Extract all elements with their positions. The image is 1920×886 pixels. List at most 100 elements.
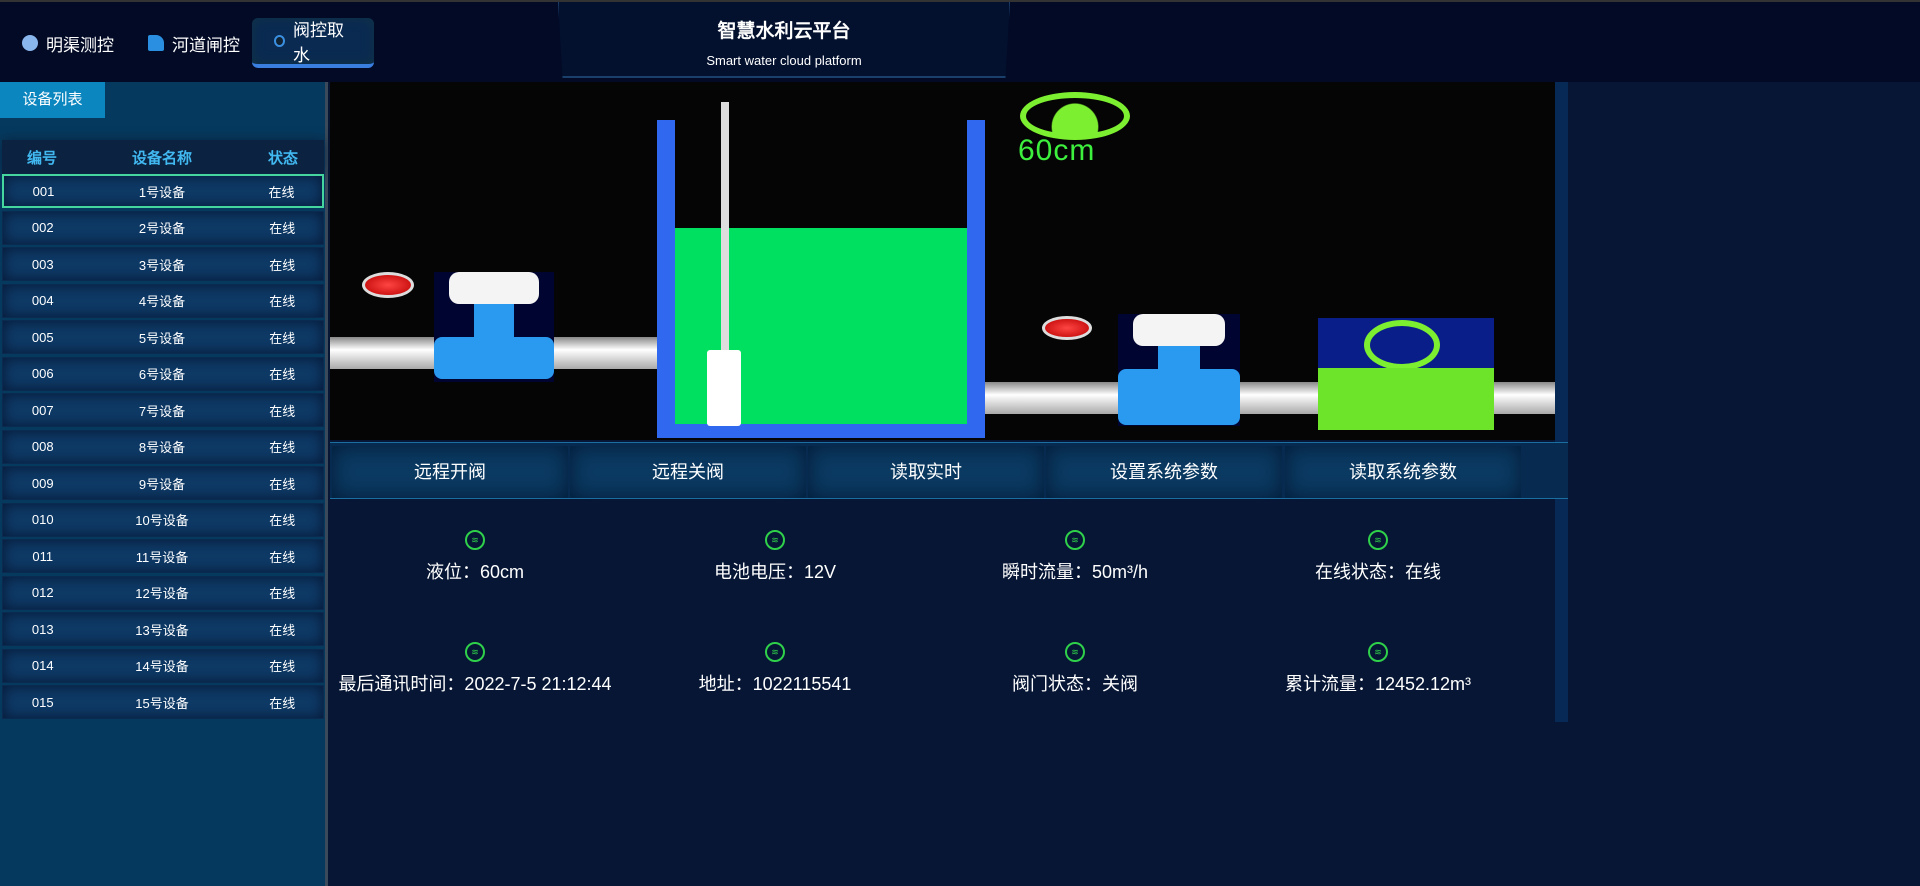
device-row[interactable]: 011 11号设备 在线 (2, 539, 324, 573)
device-row[interactable]: 005 5号设备 在线 (2, 320, 324, 354)
water-level-icon: ≋ (465, 642, 485, 662)
nav-river[interactable]: 河道闸控 (126, 18, 262, 68)
device-id: 002 (31, 220, 54, 235)
nav-label: 阀控取水 (292, 21, 344, 65)
device-status: 在线 (269, 257, 296, 273)
water-level-icon: ≋ (465, 530, 485, 550)
status-item: ≋ 瞬时流量：50m³/h (925, 530, 1225, 584)
device-id: 008 (31, 439, 54, 454)
device-status: 在线 (269, 476, 296, 492)
device-status: 在线 (269, 367, 296, 382)
device-id: 013 (31, 621, 54, 637)
scrollbar[interactable] (1555, 82, 1568, 722)
device-status: 在线 (269, 695, 296, 711)
status-text: 最后通讯时间：2022-7-5 21:12:44 (338, 674, 612, 694)
device-name: 2号设备 (138, 221, 186, 236)
device-row[interactable]: 008 8号设备 在线 (2, 429, 324, 464)
nav-label: 明渠测控 (46, 35, 114, 55)
tab-device-list[interactable]: 设备列表 (0, 82, 105, 118)
device-row[interactable]: 001 1号设备 在线 (2, 174, 324, 208)
device-name: 10号设备 (135, 513, 189, 528)
device-row[interactable]: 010 10号设备 在线 (2, 502, 324, 537)
device-status: 在线 (269, 440, 296, 455)
table-header: 编号 设备名称 状态 (2, 140, 324, 174)
water-level-icon: ≋ (1368, 642, 1388, 662)
read-realtime-button[interactable]: 读取实时 (808, 446, 1044, 498)
water-level-icon: ≋ (765, 642, 785, 662)
valve-icon (274, 35, 285, 47)
device-id: 015 (31, 694, 54, 710)
device-name: 1号设备 (138, 184, 186, 200)
indicator-light-right (1042, 316, 1092, 340)
device-id: 003 (31, 256, 54, 272)
page-subtitle: Smart water cloud platform (706, 53, 862, 68)
valve-right (1118, 314, 1240, 426)
col-status: 状态 (267, 149, 298, 167)
status-item: ≋ 电池电压：12V (625, 530, 925, 584)
status-item: ≋ 最后通讯时间：2022-7-5 21:12:44 (325, 642, 625, 696)
device-id: 001 (32, 183, 55, 199)
level-readout: 60cm (1018, 134, 1096, 167)
device-status: 在线 (269, 294, 296, 309)
device-id: 009 (31, 475, 54, 491)
nav-valve[interactable]: 阀控取水 (252, 18, 374, 68)
device-row[interactable]: 007 7号设备 在线 (2, 393, 324, 427)
header: 明渠测控 河道闸控 阀控取水 智慧水利云平台 Smart water cloud… (0, 0, 1920, 82)
device-row[interactable]: 004 4号设备 在线 (2, 283, 324, 318)
device-id: 010 (31, 512, 54, 527)
device-name: 9号设备 (138, 476, 186, 492)
device-row[interactable]: 002 2号设备 在线 (2, 210, 324, 245)
col-id: 编号 (26, 149, 57, 167)
read-params-button[interactable]: 读取系统参数 (1285, 446, 1521, 498)
device-name: 13号设备 (135, 622, 189, 638)
status-item: ≋ 地址：1022115541 (625, 642, 925, 696)
device-row[interactable]: 014 14号设备 在线 (2, 648, 324, 683)
status-text: 电池电压：12V (713, 562, 837, 582)
device-id: 014 (31, 658, 54, 673)
device-row[interactable]: 012 12号设备 在线 (2, 575, 324, 610)
nav-channel[interactable]: 明渠测控 (0, 18, 136, 68)
nav-label: 河道闸控 (172, 35, 240, 55)
device-id: 007 (31, 402, 54, 418)
level-gauge-icon (1020, 92, 1130, 140)
flow-meter (1318, 318, 1494, 430)
valve-left (434, 272, 554, 382)
device-status: 在线 (269, 330, 296, 346)
water-level-icon: ≋ (1065, 530, 1085, 550)
close-valve-button[interactable]: 远程关阀 (570, 446, 806, 498)
water-level-icon: ≋ (1065, 642, 1085, 662)
device-status: 在线 (269, 659, 296, 674)
device-name: 8号设备 (138, 440, 186, 455)
status-text: 累计流量：12452.12m³ (1284, 674, 1472, 694)
open-valve-button[interactable]: 远程开阀 (332, 446, 568, 498)
device-status: 在线 (269, 513, 296, 528)
device-name: 12号设备 (135, 586, 189, 601)
device-name: 4号设备 (138, 294, 186, 309)
status-item: ≋ 累计流量：12452.12m³ (1228, 642, 1528, 696)
control-buttons: 远程开阀 远程关阀 读取实时 设置系统参数 读取系统参数 (330, 442, 1568, 499)
device-name: 14号设备 (135, 659, 189, 674)
device-name: 15号设备 (135, 695, 189, 711)
device-status: 在线 (269, 403, 296, 419)
status-item: ≋ 在线状态：在线 (1228, 530, 1528, 584)
device-name: 5号设备 (138, 330, 186, 346)
status-item: ≋ 阀门状态：关阀 (925, 642, 1225, 696)
water-level-icon: ≋ (1368, 530, 1388, 550)
col-name: 设备名称 (131, 149, 192, 167)
channel-icon (22, 35, 38, 51)
device-status: 在线 (269, 549, 296, 565)
status-panel: ≋ 液位：60cm ≋ 电池电压：12V ≋ 瞬时流量：50m³/h ≋ 在线状态：在线 ≋ 最后… (330, 500, 1555, 722)
device-id: 004 (31, 293, 54, 308)
device-id: 012 (31, 585, 54, 600)
device-name: 7号设备 (138, 403, 186, 419)
device-row[interactable]: 015 15号设备 在线 (2, 685, 324, 719)
device-row[interactable]: 009 9号设备 在线 (2, 466, 324, 500)
device-row[interactable]: 006 6号设备 在线 (2, 356, 324, 391)
device-row[interactable]: 003 3号设备 在线 (2, 247, 324, 281)
device-row[interactable]: 013 13号设备 在线 (2, 612, 324, 646)
title-box: 智慧水利云平台 Smart water cloud platform (558, 2, 1010, 78)
indicator-light-left (362, 272, 414, 298)
device-id: 011 (32, 548, 54, 564)
set-params-button[interactable]: 设置系统参数 (1046, 446, 1282, 498)
status-text: 液位：60cm (425, 562, 524, 582)
